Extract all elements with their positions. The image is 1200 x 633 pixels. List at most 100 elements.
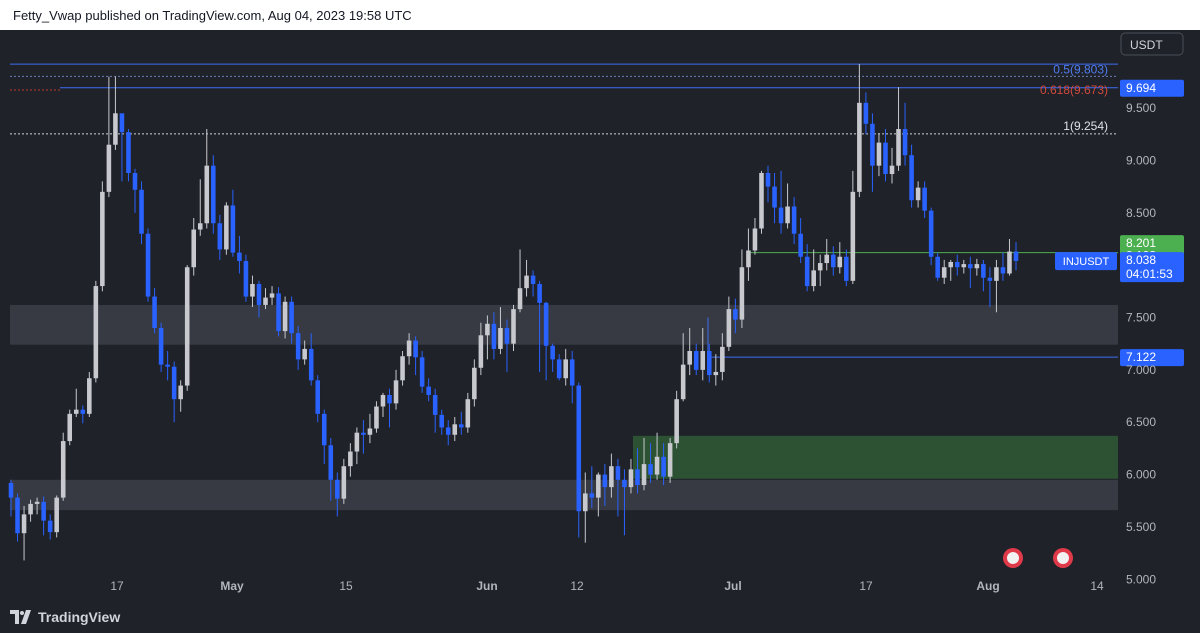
candle[interactable]: [622, 479, 627, 488]
candle[interactable]: [452, 424, 458, 435]
candle[interactable]: [335, 479, 340, 499]
candle[interactable]: [661, 456, 666, 477]
candle[interactable]: [178, 385, 183, 400]
candle[interactable]: [556, 359, 562, 379]
candle[interactable]: [132, 172, 138, 190]
candle[interactable]: [184, 267, 190, 386]
candle[interactable]: [472, 367, 477, 400]
candle[interactable]: [811, 270, 816, 287]
candle[interactable]: [700, 351, 706, 370]
candle[interactable]: [126, 132, 131, 173]
candle[interactable]: [282, 301, 288, 332]
candle[interactable]: [569, 359, 575, 386]
candle[interactable]: [341, 466, 347, 499]
candle[interactable]: [250, 283, 255, 297]
candle[interactable]: [902, 129, 908, 156]
candle[interactable]: [785, 206, 790, 224]
candle[interactable]: [465, 399, 471, 428]
price-tag[interactable]: [1120, 79, 1184, 97]
candle[interactable]: [746, 250, 751, 268]
candle[interactable]: [596, 474, 601, 498]
candle[interactable]: [139, 189, 144, 234]
candle[interactable]: [974, 264, 980, 269]
candle[interactable]: [772, 186, 777, 208]
candlestick-chart[interactable]: 0.5(9.803)0.618(9.673)1(9.254)W1 MSBINJU…: [0, 30, 1200, 633]
candle[interactable]: [295, 333, 301, 360]
candle[interactable]: [289, 301, 294, 334]
candle[interactable]: [374, 406, 379, 429]
currency-button[interactable]: [1120, 32, 1184, 56]
candle[interactable]: [889, 165, 895, 175]
price-tag[interactable]: [1120, 235, 1184, 252]
candle[interactable]: [439, 414, 444, 428]
demand-zone[interactable]: [633, 435, 1118, 479]
candle[interactable]: [237, 252, 242, 261]
candle[interactable]: [504, 327, 510, 344]
price-tag[interactable]: [1120, 252, 1184, 283]
candle[interactable]: [615, 466, 621, 480]
candle[interactable]: [145, 233, 151, 297]
candle[interactable]: [419, 357, 425, 387]
candle[interactable]: [158, 327, 164, 365]
candle[interactable]: [791, 206, 797, 234]
candle[interactable]: [870, 123, 875, 166]
symbol-tag-box[interactable]: [1055, 252, 1117, 271]
candle[interactable]: [713, 371, 719, 376]
candle[interactable]: [778, 207, 784, 224]
candle[interactable]: [941, 267, 947, 278]
candle[interactable]: [34, 501, 40, 504]
candle[interactable]: [478, 335, 484, 368]
candle[interactable]: [191, 229, 197, 268]
candle[interactable]: [935, 256, 940, 278]
candle[interactable]: [824, 254, 830, 264]
candle[interactable]: [517, 288, 523, 310]
support-zone[interactable]: [10, 304, 1118, 345]
candle[interactable]: [413, 340, 418, 358]
candle[interactable]: [752, 228, 758, 251]
candle[interactable]: [54, 497, 59, 533]
candle[interactable]: [269, 293, 275, 298]
candle[interactable]: [426, 386, 431, 395]
candle[interactable]: [393, 380, 399, 404]
candle[interactable]: [328, 445, 334, 480]
candle[interactable]: [87, 378, 92, 414]
candle[interactable]: [726, 309, 732, 347]
candle[interactable]: [687, 351, 692, 365]
candle[interactable]: [609, 466, 614, 488]
candle[interactable]: [667, 443, 673, 477]
candle[interactable]: [817, 263, 823, 271]
candle[interactable]: [380, 394, 386, 407]
candle[interactable]: [511, 309, 516, 344]
candle[interactable]: [308, 348, 314, 381]
candle[interactable]: [857, 102, 862, 192]
candle[interactable]: [524, 275, 529, 289]
candle[interactable]: [67, 413, 73, 442]
candle[interactable]: [302, 348, 307, 360]
candle[interactable]: [217, 223, 223, 250]
candle[interactable]: [948, 262, 954, 268]
candle[interactable]: [41, 501, 46, 521]
candle[interactable]: [100, 191, 105, 287]
candle[interactable]: [498, 327, 503, 349]
candle[interactable]: [432, 394, 438, 415]
candle[interactable]: [197, 223, 203, 230]
candle[interactable]: [896, 129, 901, 166]
candle[interactable]: [994, 267, 999, 281]
candle[interactable]: [367, 428, 373, 435]
candle[interactable]: [798, 233, 803, 257]
candle[interactable]: [883, 142, 888, 175]
candle[interactable]: [348, 451, 353, 467]
candle[interactable]: [648, 464, 653, 475]
candle[interactable]: [628, 469, 634, 488]
candle[interactable]: [204, 165, 210, 224]
candle[interactable]: [400, 356, 405, 381]
candle[interactable]: [954, 262, 960, 268]
candle[interactable]: [850, 191, 856, 281]
candle[interactable]: [459, 424, 464, 428]
candle[interactable]: [693, 351, 699, 370]
candle[interactable]: [315, 380, 321, 414]
candle[interactable]: [80, 409, 86, 414]
candle[interactable]: [406, 340, 412, 357]
candle[interactable]: [361, 432, 366, 435]
candle[interactable]: [830, 254, 836, 268]
